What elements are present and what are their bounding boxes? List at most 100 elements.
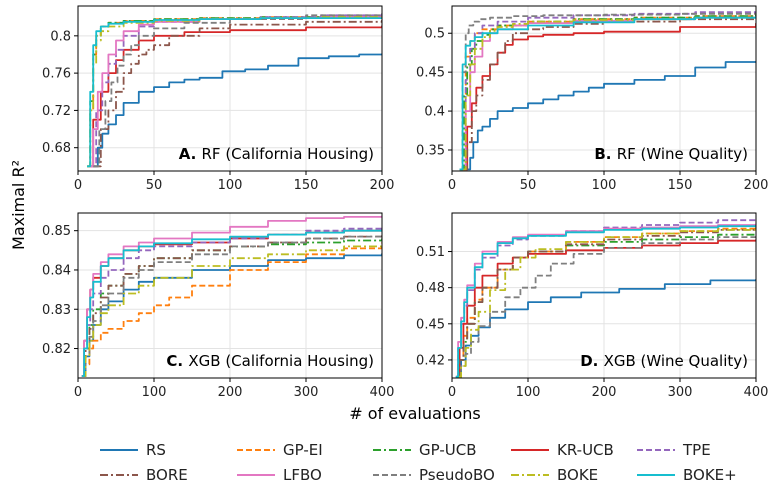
x-tick-label: 100 [516, 385, 541, 400]
y-tick-label: 0.68 [42, 141, 71, 156]
series-group [87, 13, 382, 168]
legend-label: BORE [146, 466, 188, 484]
legend-item-pseudobo: PseudoBO [373, 466, 495, 484]
series-line-boke- [87, 17, 382, 168]
legend-label: LFBO [283, 466, 322, 484]
panel-3: 0 100 200 300 400 0.42 0.45 0.48 0.51 D. XGB (Win… [416, 212, 769, 400]
panels: 0 50 100 150 200 0.68 0.72 0.76 0.8 A. RF (Califo… [42, 5, 769, 400]
series-line-boke [87, 16, 382, 168]
x-tick-label: 400 [370, 385, 395, 400]
series-group [459, 11, 756, 171]
x-tick-label: 0 [74, 178, 82, 193]
panel-letter: D. [580, 352, 603, 370]
series-line-boke- [455, 225, 756, 378]
y-tick-label: 0.4 [424, 105, 445, 120]
panel-letter: B. [594, 145, 616, 163]
y-tick-label: 0.48 [416, 281, 445, 296]
series-line-boke [458, 228, 756, 378]
y-tick-label: 0.51 [416, 245, 445, 260]
legend-item-bore: BORE [100, 466, 188, 484]
series-line-boke- [459, 16, 756, 171]
series-line-kr-ucb [88, 25, 382, 168]
panel-2: 0 100 200 300 400 0.82 0.83 0.84 0.85 C. XGB (Cal… [42, 212, 395, 400]
panel-title: A. RF (California Housing) [179, 145, 374, 163]
x-tick-label: 100 [592, 178, 617, 193]
y-tick-label: 0.8 [50, 29, 71, 44]
x-tick-label: 100 [142, 385, 167, 400]
panel-title: C. XGB (California Housing) [166, 352, 374, 370]
series-line-lfbo [90, 16, 382, 168]
legend-item-rs: RS [100, 441, 166, 459]
panel-title: B. RF (Wine Quality) [594, 145, 748, 163]
series-line-gp-ucb [461, 14, 756, 171]
legend-label: BOKE [557, 466, 598, 484]
series-line-boke [82, 244, 382, 377]
y-tick-label: 0.82 [42, 342, 71, 357]
x-tick-label: 0 [74, 385, 82, 400]
x-tick-label: 200 [218, 385, 243, 400]
legend-label: KR-UCB [557, 441, 614, 459]
x-tick-label: 50 [146, 178, 163, 193]
x-tick-label: 200 [592, 385, 617, 400]
series-line-tpe [90, 13, 382, 168]
series-line-bore [82, 234, 382, 377]
panel-0: 0 50 100 150 200 0.68 0.72 0.76 0.8 A. RF (Califo… [42, 5, 395, 193]
series-group [455, 219, 756, 378]
legend-label: BOKE+ [683, 466, 737, 484]
legend-item-tpe: TPE [637, 441, 711, 459]
legend-label: PseudoBO [419, 466, 495, 484]
panel-title-text: RF (Wine Quality) [617, 145, 748, 163]
panel-title-text: XGB (Wine Quality) [604, 352, 748, 370]
x-tick-label: 400 [744, 385, 769, 400]
series-group [81, 215, 382, 377]
legend-item-boke-: BOKE+ [637, 466, 737, 484]
x-tick-label: 150 [668, 178, 693, 193]
x-tick-label: 0 [448, 385, 456, 400]
x-tick-label: 300 [668, 385, 693, 400]
series-line-boke- [81, 229, 382, 377]
panel-title: D. XGB (Wine Quality) [580, 352, 748, 370]
panel-title-text: XGB (California Housing) [188, 352, 374, 370]
series-line-gp-ei [87, 15, 382, 168]
x-tick-label: 50 [520, 178, 537, 193]
y-tick-label: 0.45 [416, 66, 445, 81]
series-line-bore [464, 16, 756, 171]
x-tick-label: 150 [294, 178, 319, 193]
x-tick-label: 100 [218, 178, 243, 193]
series-line-bore [93, 20, 382, 168]
y-tick-label: 0.5 [424, 27, 445, 42]
y-tick-label: 0.42 [416, 353, 445, 368]
series-line-kr-ucb [456, 239, 756, 378]
legend-item-lfbo: LFBO [237, 466, 322, 484]
legend: RS GP-EI GP-UCB KR-UCB TPE BORE LFBO PseudoBO BO… [100, 441, 737, 484]
panel-letter: A. [179, 145, 202, 163]
legend-label: GP-EI [283, 441, 323, 459]
series-line-pseudobo [458, 235, 756, 378]
x-axis-title: # of evaluations [349, 404, 481, 423]
legend-item-boke: BOKE [511, 466, 598, 484]
y-tick-label: 0.76 [42, 67, 71, 82]
panel-title-text: RF (California Housing) [202, 145, 375, 163]
y-tick-label: 0.72 [42, 104, 71, 119]
y-tick-label: 0.85 [42, 224, 71, 239]
legend-item-gp-ucb: GP-UCB [373, 441, 477, 459]
legend-label: RS [146, 441, 166, 459]
x-tick-label: 200 [370, 178, 395, 193]
x-tick-label: 200 [744, 178, 769, 193]
y-tick-label: 0.35 [416, 143, 445, 158]
legend-item-kr-ucb: KR-UCB [511, 441, 614, 459]
y-axis-title: Maximal R² [9, 160, 28, 250]
panel-1: 0 50 100 150 200 0.35 0.4 0.45 0.5 B. RF (Wine Qu… [416, 5, 769, 193]
x-tick-label: 300 [294, 385, 319, 400]
y-tick-label: 0.45 [416, 317, 445, 332]
series-line-rs [458, 279, 756, 378]
series-line-gp-ei [459, 14, 756, 171]
series-line-gp-ucb [456, 233, 756, 378]
series-line-gp-ei [82, 242, 382, 377]
legend-item-gp-ei: GP-EI [237, 441, 323, 459]
x-tick-label: 0 [448, 178, 456, 193]
series-line-gp-ucb [87, 15, 382, 168]
y-tick-label: 0.83 [42, 303, 71, 318]
legend-label: GP-UCB [419, 441, 477, 459]
